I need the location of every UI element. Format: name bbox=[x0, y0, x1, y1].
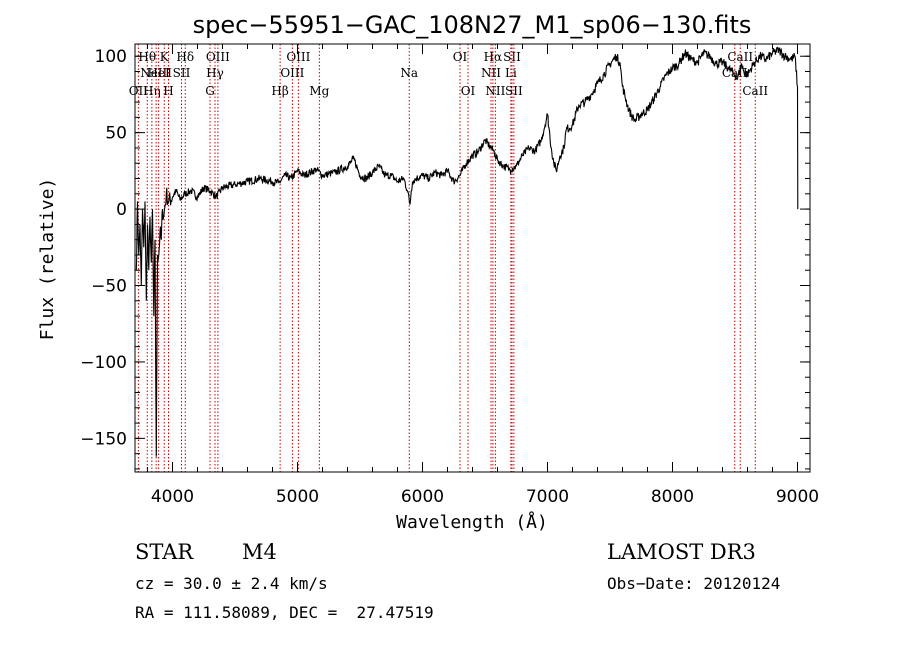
x-tick-label: 4000 bbox=[151, 487, 194, 507]
spectral-line-label: Hη bbox=[143, 84, 161, 98]
spectral-line-label: CaII bbox=[742, 84, 768, 98]
spectral-line-label: K bbox=[160, 50, 170, 64]
spectral-line-label: Mg bbox=[309, 84, 329, 98]
spectral-line-label: OIII bbox=[286, 50, 310, 64]
x-axis-label: Wavelength (Å) bbox=[396, 511, 548, 533]
x-tick-label: 8000 bbox=[651, 487, 694, 507]
plot-frame bbox=[134, 43, 811, 473]
obs-date: Obs−Date: 20120124 bbox=[607, 574, 781, 593]
spectral-line-label: Hθ bbox=[138, 50, 156, 64]
spectral-line-label: NII bbox=[481, 66, 501, 80]
spectral-line-label: HeI bbox=[147, 66, 170, 80]
spectral-line-label: Hα bbox=[484, 50, 503, 64]
spectral-line-label: OI bbox=[453, 50, 468, 64]
spectrum-line bbox=[135, 46, 799, 457]
spectral-line-label: SII bbox=[503, 50, 521, 64]
spectral-line-label: CaII bbox=[727, 50, 753, 64]
subclass: M4 bbox=[242, 540, 277, 564]
x-tick-label: 6000 bbox=[401, 487, 444, 507]
spectral-line-label: H bbox=[163, 84, 173, 98]
y-tick-label: 0 bbox=[116, 200, 127, 220]
y-tick-label: −150 bbox=[80, 429, 127, 449]
axis-ticks: 4000 5000 6000 7000 8000 9000 −150 −100 −50 0 50 10… bbox=[80, 44, 819, 507]
y-tick-label: −100 bbox=[80, 353, 127, 373]
redshift-cz: cz = 30.0 ± 2.4 km/s bbox=[135, 574, 328, 593]
y-axis-label: Flux (relative) bbox=[37, 178, 58, 341]
chart-title: spec−55951−GAC_108N27_M1_sp06−130.fits bbox=[193, 11, 752, 39]
spectral-line-label: OII bbox=[129, 84, 149, 98]
y-tick-label: −50 bbox=[91, 277, 127, 297]
coordinates: RA = 111.58089, DEC = 27.47519 bbox=[135, 603, 434, 622]
spectral-line-label: OIII bbox=[280, 66, 304, 80]
y-tick-label: 100 bbox=[95, 47, 127, 67]
y-tick-label: 50 bbox=[105, 124, 127, 144]
object-class: STAR bbox=[135, 540, 194, 564]
spectral-line-markers: OIIHθHηNeIIIHeIKHSIIHδGHγOIIIHβOIIIOIIIM… bbox=[129, 44, 768, 472]
spectral-line-label: Hδ bbox=[176, 50, 194, 64]
spectral-line-label: OIII bbox=[206, 50, 230, 64]
spectral-line-label: OI bbox=[461, 84, 476, 98]
spectral-line-label: SII bbox=[173, 66, 191, 80]
x-tick-label: 7000 bbox=[526, 487, 569, 507]
x-tick-label: 9000 bbox=[776, 487, 819, 507]
spectral-line-label: Hβ bbox=[271, 84, 288, 98]
spectral-line-label: G bbox=[205, 84, 215, 98]
survey-name: LAMOST DR3 bbox=[607, 540, 756, 564]
x-tick-label: 5000 bbox=[276, 487, 319, 507]
spectral-line-label: Hγ bbox=[206, 66, 224, 80]
spectral-line-label: SII bbox=[505, 84, 523, 98]
spectral-line-label: Na bbox=[400, 66, 418, 80]
spectral-line-label: Li bbox=[505, 66, 517, 80]
spectral-line-label: NII bbox=[485, 84, 505, 98]
